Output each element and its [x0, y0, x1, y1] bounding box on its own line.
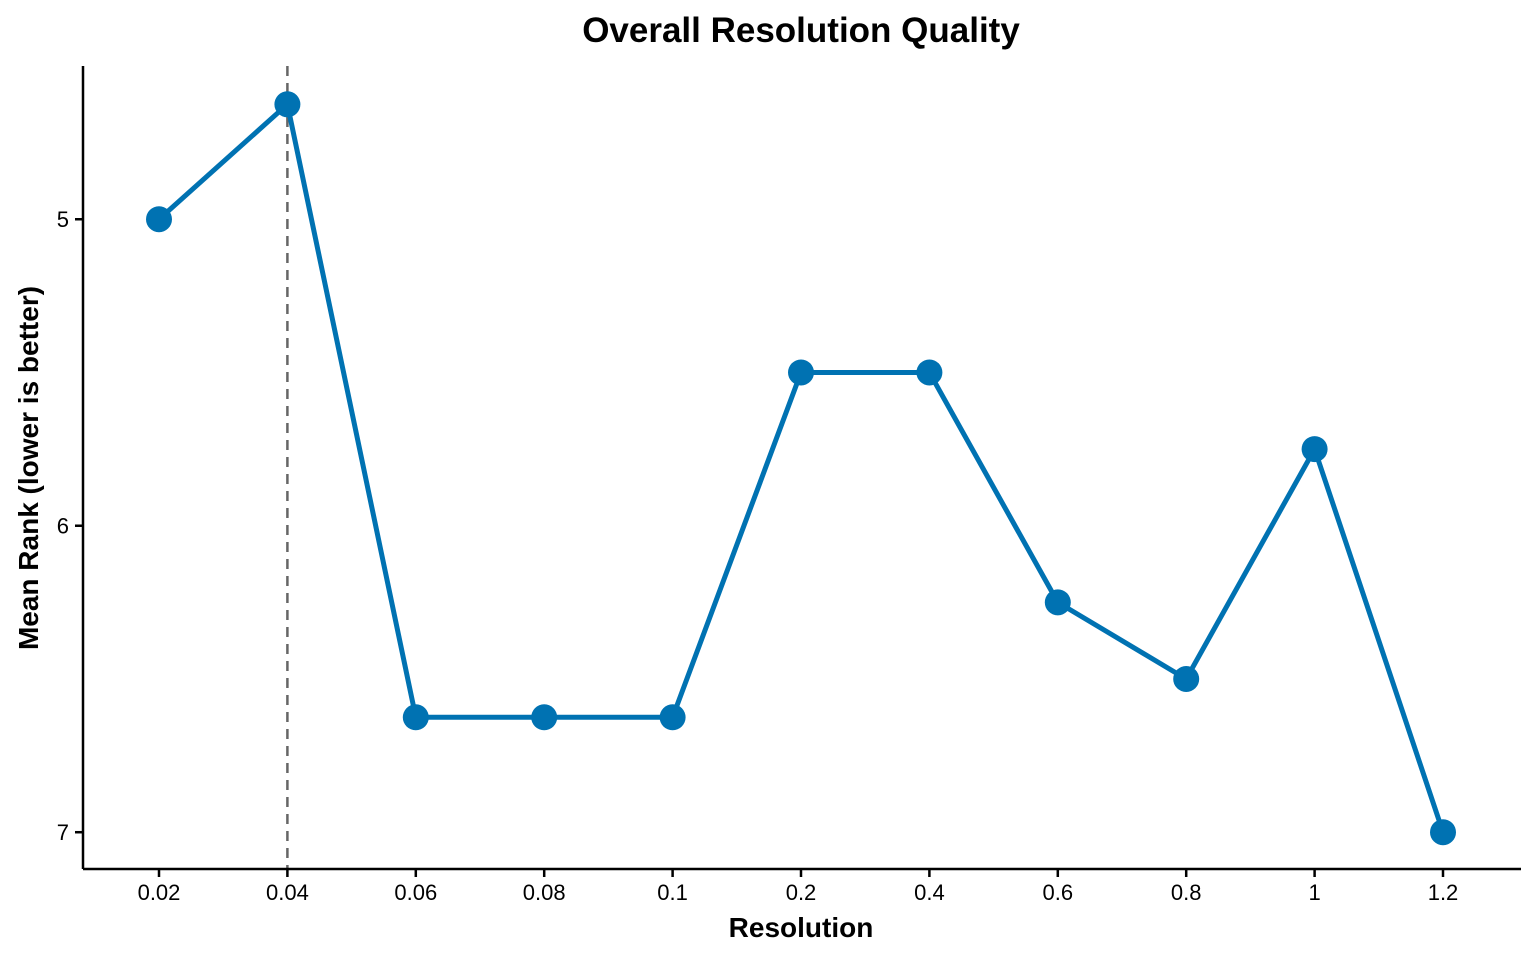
series-line: [157, 101, 1446, 834]
series-group: [146, 91, 1456, 846]
x-tick-label: 0.1: [657, 880, 688, 905]
chart-title: Overall Resolution Quality: [582, 11, 1020, 50]
x-tick-label: 0.04: [266, 880, 309, 905]
data-point: [146, 206, 172, 233]
x-tick-label: 0.06: [394, 880, 437, 905]
data-point: [402, 704, 429, 731]
x-tick-label: 0.4: [914, 880, 945, 905]
x-tick-label: 0.2: [786, 880, 817, 905]
data-point: [1301, 436, 1328, 463]
data-point: [274, 91, 301, 118]
data-point: [531, 704, 558, 731]
y-axis-title: Mean Rank (lower is better): [13, 286, 44, 650]
y-tick-label: 5: [57, 207, 69, 232]
data-point: [1044, 589, 1071, 616]
x-tick-label: 0.8: [1171, 880, 1202, 905]
x-tick-label: 0.6: [1043, 880, 1074, 905]
data-point: [788, 359, 814, 386]
x-tick-label: 1: [1308, 880, 1320, 905]
y-tick-label: 7: [57, 820, 69, 845]
data-point: [916, 359, 943, 386]
data-point: [1173, 665, 1200, 692]
y-axis-ticks: 5 6 7: [57, 207, 83, 845]
x-axis-ticks: 0.02 0.04 0.06 0.08 0.1 0.2 0.4 0.6 0.8 1 1.2: [138, 869, 1459, 905]
y-tick-label: 6: [57, 514, 69, 539]
x-tick-label: 0.02: [138, 880, 181, 905]
data-point: [1430, 819, 1456, 846]
x-tick-label: 1.2: [1428, 880, 1459, 905]
x-tick-label: 0.08: [523, 880, 566, 905]
x-axis-title: Resolution: [729, 912, 874, 943]
data-point: [659, 704, 686, 731]
